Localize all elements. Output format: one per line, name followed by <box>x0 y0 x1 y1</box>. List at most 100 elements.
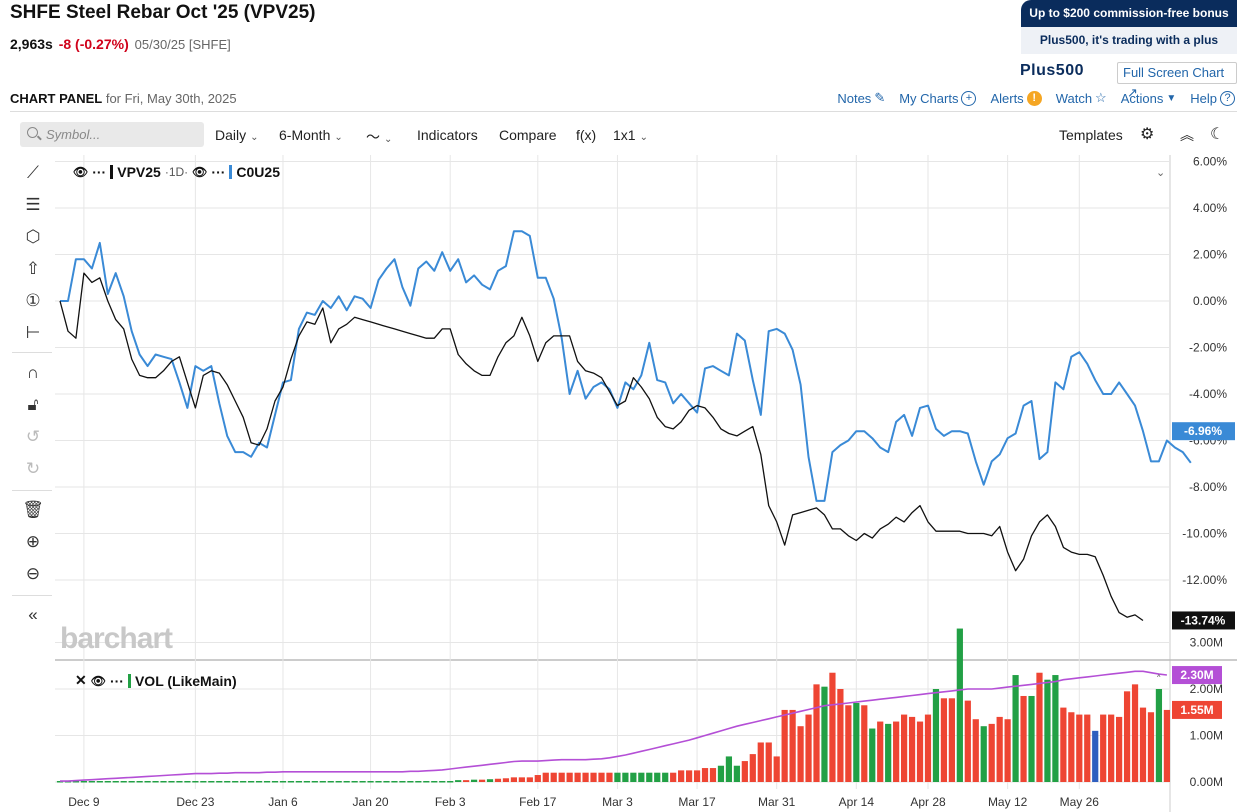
alerts-link[interactable]: Alerts! <box>990 90 1042 106</box>
y-tick-label: 4.00% <box>1193 201 1227 215</box>
promo-banner[interactable]: Up to $200 commission-free bonus Plus500… <box>1021 0 1237 54</box>
question-icon: ? <box>1220 90 1235 106</box>
last-value-badge <box>1172 611 1235 630</box>
unlock-icon[interactable]: 🔓︎ <box>27 395 39 414</box>
chart-area[interactable]: Dec 9 Dec 23 Jan 6 Jan 20 Feb 3 Feb 17 Mar 3 Ma… <box>55 155 1237 812</box>
volume-bar <box>168 781 175 783</box>
tools-divider <box>12 595 52 596</box>
x-tick-label: Mar 31 <box>758 795 796 809</box>
actions-menu[interactable]: Actions ▼ <box>1121 90 1177 106</box>
series-line-vpv25 <box>59 272 1144 622</box>
compare-button[interactable]: Compare <box>499 127 557 143</box>
volume-bar <box>255 781 263 783</box>
plus500-logo[interactable]: Plus500 <box>1020 62 1084 79</box>
volume-bar <box>200 781 207 783</box>
promo-tagline[interactable]: Plus500, it's trading with a plus <box>1021 27 1237 54</box>
full-screen-chart-button[interactable]: Full Screen Chart ↗ <box>1117 62 1237 100</box>
measure-tool-icon[interactable]: ⊢ <box>25 323 41 342</box>
x-tick-label: Dec 23 <box>176 795 214 809</box>
volume-bar <box>869 728 876 782</box>
gear-icon[interactable]: ⚙ <box>1140 126 1155 143</box>
x-tick-label: Feb 3 <box>435 795 466 809</box>
volume-bar <box>582 772 589 782</box>
volume-bar <box>104 781 111 783</box>
eye-icon[interactable]: 👁︎ <box>192 165 208 179</box>
watch-link[interactable]: Watch ☆ <box>1056 90 1107 106</box>
volume-bar <box>343 781 350 783</box>
tools-divider <box>12 490 52 491</box>
undo-icon[interactable]: ↺ <box>25 427 41 446</box>
volume-bar <box>805 714 812 782</box>
symbol-search-input[interactable]: Symbol... <box>20 122 204 147</box>
templates-button[interactable]: Templates <box>1059 127 1123 143</box>
fx-button[interactable]: f(x) <box>576 127 597 143</box>
collapse-sidebar-icon[interactable]: « <box>28 605 38 624</box>
volume-legend: ✕ 👁︎ ··· VOL (LikeMain) <box>75 672 237 689</box>
volume-bar <box>813 684 820 782</box>
interval-dropdown[interactable]: Daily ⌄ <box>215 127 259 143</box>
volume-bar <box>295 781 303 783</box>
volume-bar <box>510 777 518 782</box>
more-icon[interactable]: ··· <box>211 164 226 180</box>
volume-ma-line <box>60 670 1167 782</box>
volume-bar <box>335 781 342 783</box>
last-value-badge <box>1172 422 1235 441</box>
volume-bar <box>646 772 653 782</box>
notes-link[interactable]: Notes ✎ <box>837 90 885 106</box>
volume-bar <box>263 781 271 783</box>
chart-svg[interactable]: Dec 9 Dec 23 Jan 6 Jan 20 Feb 3 Feb 17 Mar 3 Ma… <box>55 155 1237 812</box>
close-icon[interactable]: ✕ <box>75 672 87 688</box>
eye-icon[interactable]: 👁︎ <box>73 165 89 179</box>
chart-toolbar: Symbol... Daily ⌄ 6-Month ⌄ 〜 ⌄ Indicators … <box>0 117 1237 153</box>
redo-icon[interactable]: ↻ <box>25 459 41 478</box>
y-tick-label: -10.00% <box>1182 527 1227 541</box>
more-icon[interactable]: ··· <box>92 164 107 180</box>
indicators-button[interactable]: Indicators <box>417 127 478 143</box>
arrow-up-tool-icon[interactable]: ⇧ <box>25 259 41 278</box>
volume-bar <box>136 781 143 783</box>
volume-bar <box>1012 675 1019 782</box>
watch-label: Watch <box>1055 90 1093 106</box>
volume-bar <box>566 772 573 782</box>
zoom-out-icon[interactable]: ⊖ <box>25 564 41 583</box>
help-link[interactable]: Help? <box>1190 90 1235 106</box>
promo-headline[interactable]: Up to $200 commission-free bonus <box>1021 0 1237 27</box>
volume-bar <box>526 777 533 782</box>
volume-bar <box>311 781 318 783</box>
more-icon[interactable]: ··· <box>109 672 124 689</box>
volume-bar <box>1084 714 1091 782</box>
my-charts-link[interactable]: My Charts + <box>899 90 977 106</box>
dark-mode-icon[interactable]: ☾ <box>1210 126 1225 143</box>
annotation-tool-icon[interactable]: ① <box>25 291 41 310</box>
volume-bar <box>773 756 780 782</box>
legend-swatch-main <box>110 165 114 179</box>
volume-bar <box>972 719 979 782</box>
volume-bar <box>789 709 796 782</box>
volume-bar <box>900 714 908 782</box>
star-icon: ☆ <box>1095 90 1107 105</box>
volume-bar <box>797 726 804 782</box>
chart-type-dropdown[interactable]: 〜 ⌄ <box>366 127 392 147</box>
volume-bar <box>1139 707 1147 782</box>
layout-dropdown[interactable]: 1x1 ⌄ <box>613 127 648 143</box>
collapse-icon[interactable]: ︽ <box>1180 127 1194 143</box>
volume-bar <box>1004 719 1011 782</box>
trash-icon[interactable]: 🗑︎ <box>22 500 44 519</box>
trendline-tool-icon[interactable]: ⟋ <box>27 163 39 182</box>
search-icon <box>27 127 38 138</box>
alerts-label: Alerts <box>990 90 1024 106</box>
eye-icon[interactable]: 👁︎ <box>90 673 106 688</box>
line-chart-icon: 〜 <box>366 129 380 145</box>
x-tick-label: Mar 17 <box>678 795 716 809</box>
shape-tool-icon[interactable]: ⬡ <box>25 227 41 246</box>
header-divider <box>10 111 1237 112</box>
range-dropdown[interactable]: 6-Month ⌄ <box>279 127 343 143</box>
fib-tool-icon[interactable]: ☰ <box>25 195 41 214</box>
volume-bar <box>606 772 613 782</box>
volume-tick-label: 1.00M <box>1190 729 1223 743</box>
notes-label: Notes <box>837 90 872 106</box>
magnet-icon[interactable]: ∩ <box>26 363 40 382</box>
volume-bar <box>956 628 963 782</box>
volume-bar <box>1020 695 1027 782</box>
zoom-in-icon[interactable]: ⊕ <box>25 532 41 551</box>
